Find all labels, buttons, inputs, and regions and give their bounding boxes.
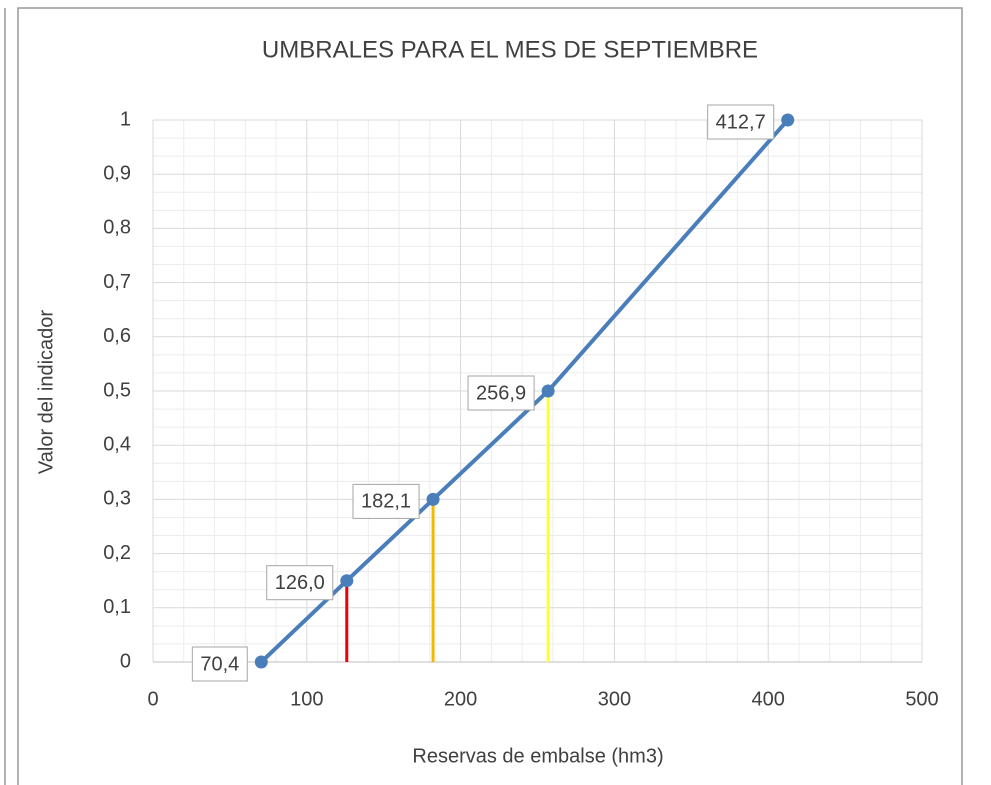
data-label: 70,4 bbox=[200, 653, 239, 675]
y-tick-label: 0,4 bbox=[103, 433, 131, 455]
x-tick-label: 300 bbox=[598, 688, 631, 710]
y-tick-label: 0,1 bbox=[103, 596, 131, 618]
x-tick-label: 100 bbox=[290, 688, 323, 710]
y-tick-label: 0 bbox=[120, 650, 131, 672]
y-tick-label: 1 bbox=[120, 108, 131, 130]
y-axis-label: Valor del indicador bbox=[35, 310, 57, 475]
y-tick-label: 0,3 bbox=[103, 488, 131, 510]
point bbox=[781, 113, 795, 127]
x-tick-label: 200 bbox=[444, 688, 477, 710]
y-tick-label: 0,2 bbox=[103, 542, 131, 564]
x-axis-label: Reservas de embalse (hm3) bbox=[412, 745, 663, 767]
y-tick-label: 0,6 bbox=[103, 325, 131, 347]
data-label: 256,9 bbox=[476, 382, 526, 404]
data-label-box bbox=[707, 104, 775, 140]
grid bbox=[152, 119, 923, 663]
y-tick-label: 0,7 bbox=[103, 271, 131, 293]
y-tick-label: 0,8 bbox=[103, 217, 131, 239]
x-tick-label: 500 bbox=[905, 688, 938, 710]
data-label-box bbox=[352, 483, 420, 519]
data-label-box bbox=[266, 565, 334, 601]
data-label: 126,0 bbox=[275, 572, 325, 594]
x-tick-label: 0 bbox=[147, 688, 158, 710]
marks: 70,4 126,0 182,1 256,9 412,7 bbox=[191, 104, 795, 682]
data-label-box bbox=[191, 646, 248, 682]
data-label: 182,1 bbox=[361, 491, 411, 513]
data-label-box bbox=[467, 375, 535, 411]
point bbox=[254, 655, 268, 669]
data-label: 412,7 bbox=[716, 111, 766, 133]
x-tick-label: 400 bbox=[752, 688, 785, 710]
point bbox=[541, 384, 555, 398]
chart-title: UMBRALES PARA EL MES DE SEPTIEMBRE bbox=[262, 36, 758, 63]
y-tick-label: 0,5 bbox=[103, 379, 131, 401]
point bbox=[426, 492, 440, 506]
y-tick-label: 0,9 bbox=[103, 162, 131, 184]
point bbox=[340, 574, 354, 588]
